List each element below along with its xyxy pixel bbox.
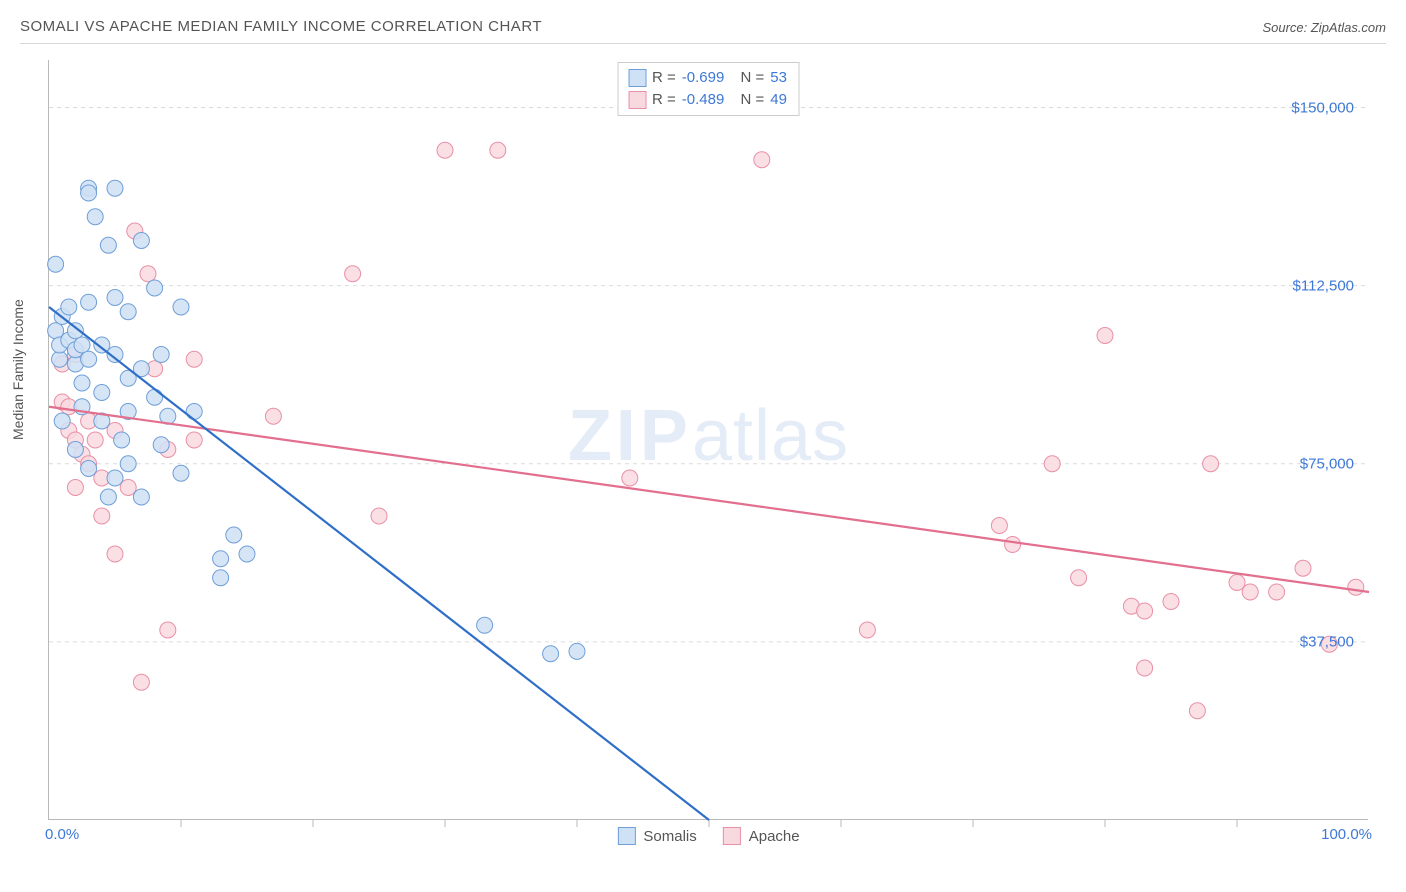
swatch-somalis xyxy=(617,827,635,845)
legend-row-apache: R = -0.489 N = 49 xyxy=(628,89,787,111)
legend-item-somalis: Somalis xyxy=(617,827,696,845)
legend-item-apache: Apache xyxy=(723,827,800,845)
chart-title: SOMALI VS APACHE MEDIAN FAMILY INCOME CO… xyxy=(20,18,542,35)
chart-source: Source: ZipAtlas.com xyxy=(1262,20,1386,35)
x-tick-left: 0.0% xyxy=(45,826,79,843)
plot-svg xyxy=(49,60,1369,820)
swatch-somalis xyxy=(628,69,646,87)
x-tick-right: 100.0% xyxy=(1321,826,1372,843)
plot-area: ZIPatlas R = -0.699 N = 53 R = -0.489 N … xyxy=(48,60,1368,820)
correlation-chart-container: SOMALI VS APACHE MEDIAN FAMILY INCOME CO… xyxy=(0,0,1406,892)
swatch-apache xyxy=(723,827,741,845)
y-tick-label: $37,500 xyxy=(1300,633,1354,650)
y-axis-label: Median Family Income xyxy=(10,299,26,440)
legend-correlation-box: R = -0.699 N = 53 R = -0.489 N = 49 xyxy=(617,62,800,116)
y-tick-label: $75,000 xyxy=(1300,455,1354,472)
legend-row-somalis: R = -0.699 N = 53 xyxy=(628,67,787,89)
legend-series: Somalis Apache xyxy=(617,827,799,845)
y-tick-label: $112,500 xyxy=(1293,277,1354,294)
y-tick-label: $150,000 xyxy=(1291,99,1354,116)
chart-header: SOMALI VS APACHE MEDIAN FAMILY INCOME CO… xyxy=(20,18,1386,44)
swatch-apache xyxy=(628,91,646,109)
